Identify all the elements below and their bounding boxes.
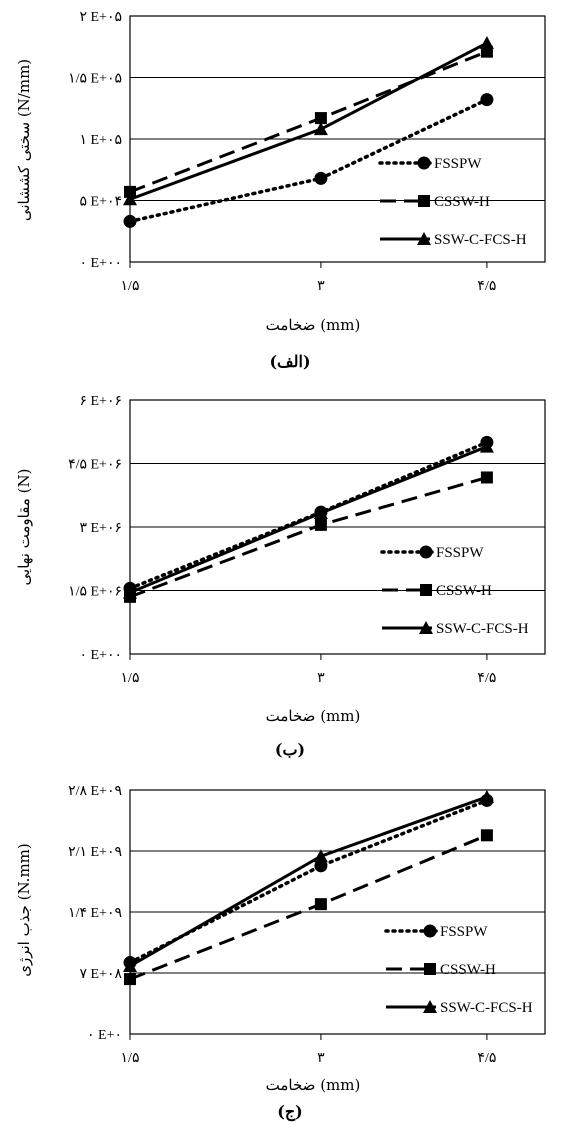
legend-square-marker xyxy=(418,195,430,207)
x-tick-label: ۱/۵ xyxy=(121,1051,140,1066)
y-axis-label-1: سختی کششانی (N/mm) xyxy=(15,58,33,222)
data-point-square-marker xyxy=(480,471,493,484)
chart-caption-1: (الف) xyxy=(269,352,311,371)
chart-plot-3: ۰ E+۰ ۷ E+۰۸ ۱/۴ E+۰۹ ۲/۱ E+۰۹ ۲/۸ E+۰۹ ۱/۵ ۳ ۴… xyxy=(68,784,546,1066)
data-point-triangle-marker xyxy=(123,192,137,206)
legend-triangle-marker xyxy=(419,621,433,634)
y-tick-label: ۴/۵ E+۰۶ xyxy=(68,458,122,473)
data-point-circle-marker xyxy=(314,859,328,873)
data-point-square-marker xyxy=(124,973,136,986)
data-point-triangle-marker xyxy=(123,585,137,599)
chart-panel-1: ۰ E+۰۰ ۵ E+۰۴ ۱ E+۰۵ ۱/۵ E+۰۵ ۲ E+۰۵ ۱/۵ ۳ ۴/۵ F… xyxy=(0,0,575,380)
series-line xyxy=(128,798,489,965)
x-tick-label: ۴/۵ xyxy=(477,671,496,686)
plot-frame xyxy=(129,399,546,655)
data-point-circle-marker xyxy=(314,171,328,185)
chart-caption-3: (ج) xyxy=(277,1102,303,1121)
chart-plot-1: ۰ E+۰۰ ۵ E+۰۴ ۱ E+۰۵ ۱/۵ E+۰۵ ۲ E+۰۵ ۱/۵ ۳ ۴/۵ F… xyxy=(68,10,546,294)
y-tick-label: ۱/۴ E+۰۹ xyxy=(68,906,122,921)
series-line xyxy=(129,445,488,595)
x-tick-label: ۳ xyxy=(317,279,325,294)
y-tick-label: ۰ E+۰۰ xyxy=(79,256,122,271)
legend-circle-marker xyxy=(419,545,433,559)
legend-triangle-marker xyxy=(423,1000,437,1013)
series-line xyxy=(129,41,488,201)
legend-label: SSW-C-FCS-H xyxy=(436,621,529,637)
chart-plot-2: ۰ E+۰۰ ۱/۵ E+۰۶ ۳ E+۰۶ ۴/۵ E+۰۶ ۶ E+۰۶ ۱/۵ ۳ ۴/… xyxy=(68,394,546,686)
x-axis-label-2: ضخامت (mm) xyxy=(265,707,361,725)
legend-label: FSSPW xyxy=(434,156,482,172)
y-tick-label: ۲ E+۰۵ xyxy=(79,10,122,25)
y-axis-label-2: مقاومت نهایی (N) xyxy=(15,468,33,586)
y-tick-label: ۱/۵ E+۰۵ xyxy=(68,72,122,87)
legend-label: CSSW-H xyxy=(434,194,490,210)
legend-label: CSSW-H xyxy=(436,583,492,599)
legend-square-marker xyxy=(420,584,432,596)
x-tick-label: ۱/۵ xyxy=(121,279,140,294)
y-tick-label: ۱ E+۰۵ xyxy=(79,133,122,148)
x-tick-label: ۴/۵ xyxy=(477,279,496,294)
y-tick-label: ۰ E+۰۰ xyxy=(79,648,122,663)
y-tick-label: ۵ E+۰۴ xyxy=(79,195,122,210)
data-point-circle-marker xyxy=(123,214,137,228)
y-tick-label: ۲/۸ E+۰۹ xyxy=(68,784,122,799)
legend-label: CSSW-H xyxy=(440,962,496,978)
y-axis-label-3: جذب انرژی (N.mm) xyxy=(15,843,33,977)
data-point-triangle-marker xyxy=(313,122,328,136)
data-point-triangle-marker xyxy=(479,36,494,50)
x-tick-label: ۳ xyxy=(317,671,325,686)
y-tick-label: ۶ E+۰۶ xyxy=(79,394,122,409)
data-point-square-marker xyxy=(314,518,327,531)
plot-frame xyxy=(129,789,546,1035)
legend-label: FSSPW xyxy=(436,545,484,561)
legend-circle-marker xyxy=(423,924,437,938)
x-tick-label: ۴/۵ xyxy=(477,1051,496,1066)
series-line xyxy=(128,440,489,591)
data-point-triangle-marker xyxy=(123,959,137,973)
y-tick-label: ۳ E+۰۶ xyxy=(79,521,122,536)
legend-circle-marker xyxy=(417,156,431,170)
data-point-square-marker xyxy=(314,898,327,911)
data-point-square-marker xyxy=(124,185,136,198)
data-point-square-marker xyxy=(314,112,327,125)
data-point-triangle-marker xyxy=(313,849,328,863)
data-point-circle-marker xyxy=(480,93,494,107)
x-axis-label-3: ضخامت (mm) xyxy=(265,1076,361,1094)
data-point-triangle-marker xyxy=(479,439,494,453)
data-point-square-marker xyxy=(480,829,493,842)
data-point-triangle-marker xyxy=(313,506,328,520)
chart-panel-2: ۰ E+۰۰ ۱/۵ E+۰۶ ۳ E+۰۶ ۴/۵ E+۰۶ ۶ E+۰۶ ۱/۵ ۳ ۴/… xyxy=(0,380,575,760)
x-tick-label: ۱/۵ xyxy=(121,671,140,686)
plot-frame xyxy=(129,15,546,263)
y-tick-label: ۱/۵ E+۰۶ xyxy=(68,585,122,600)
series-line xyxy=(129,833,488,981)
legend-label: SSW-C-FCS-H xyxy=(434,232,527,248)
legend-square-marker xyxy=(424,963,436,975)
y-tick-label: ۲/۱ E+۰۹ xyxy=(68,845,122,860)
series-line xyxy=(129,476,488,599)
data-point-triangle-marker xyxy=(479,789,494,803)
legend-triangle-marker xyxy=(417,232,431,245)
legend-label: FSSPW xyxy=(440,924,488,940)
x-tick-label: ۳ xyxy=(317,1051,325,1066)
x-axis-label-1: ضخامت (mm) xyxy=(265,316,361,334)
y-tick-label: ۷ E+۰۸ xyxy=(79,967,122,982)
legend-label: SSW-C-FCS-H xyxy=(440,1000,533,1016)
chart-panel-3: ۰ E+۰ ۷ E+۰۸ ۱/۴ E+۰۹ ۲/۱ E+۰۹ ۲/۸ E+۰۹ ۱/۵ ۳ ۴… xyxy=(0,760,575,1130)
chart-caption-2: (ب) xyxy=(274,740,306,759)
y-tick-label: ۰ E+۰ xyxy=(87,1028,122,1043)
